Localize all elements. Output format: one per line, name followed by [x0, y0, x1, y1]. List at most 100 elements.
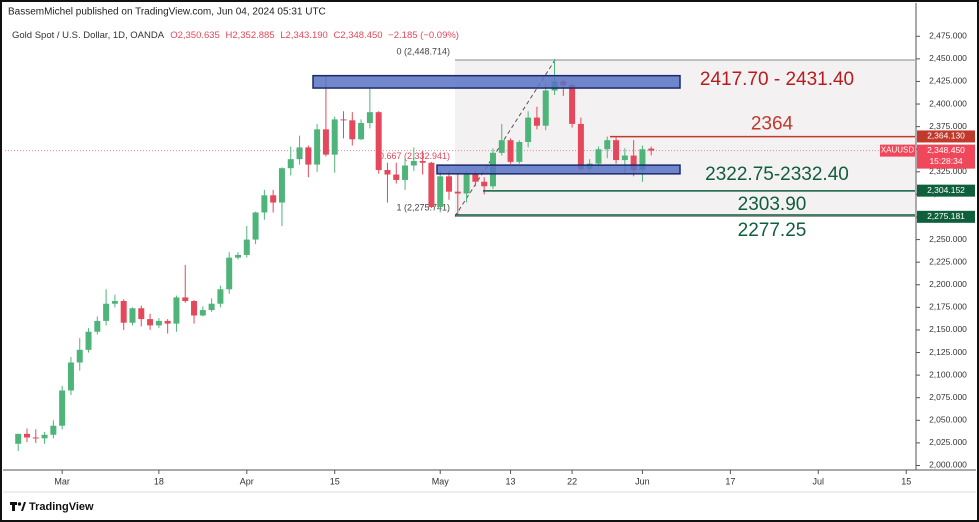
y-tick-label: 2,375.000 [929, 121, 967, 131]
candle-body [340, 119, 347, 121]
symbol: Gold Spot / U.S. Dollar, 1D, OANDA [12, 30, 165, 41]
y-tick-label: 2,425.000 [929, 76, 967, 86]
y-tick-label: 2,325.000 [929, 166, 967, 176]
y-tick-label: 2,200.000 [929, 279, 967, 289]
y-tick-label: 2,050.000 [929, 415, 967, 425]
y-tick-label: 2,125.000 [929, 347, 967, 357]
x-tick-label: 15 [901, 476, 911, 486]
logo-mark [17, 502, 22, 506]
candle-body [252, 212, 259, 240]
y-tick-label: 2,400.000 [929, 98, 967, 108]
x-tick-label: May [432, 476, 450, 486]
candle-body [243, 239, 250, 255]
candle-body [428, 162, 435, 208]
candle-body [305, 147, 312, 165]
candle-body [410, 160, 417, 166]
y-tick-label: 2,000.000 [929, 460, 967, 470]
candle-body [85, 331, 92, 350]
candle-body [349, 120, 356, 140]
footer-logo: TradingView [10, 501, 94, 513]
candle-body [402, 165, 409, 180]
symbol-tag-label: XAUUSD [881, 146, 915, 155]
candle-body [463, 173, 470, 194]
y-tick-label: 2,450.000 [929, 53, 967, 63]
candle-body [639, 149, 646, 170]
candle-body [32, 437, 39, 439]
candle-body [138, 308, 145, 320]
candle-body [569, 85, 576, 124]
candle-body [419, 160, 426, 163]
candle-body [525, 117, 532, 142]
candle-body [481, 181, 488, 187]
ohlc: C2,348.450 [333, 30, 382, 41]
candle-body [173, 297, 180, 324]
symbol-tag [880, 144, 915, 157]
ohlc: L2,343.190 [280, 30, 328, 41]
y-tick-label: 2,075.000 [929, 392, 967, 402]
zone [312, 74, 681, 89]
candle-body [147, 319, 154, 326]
countdown: 15:28:34 [929, 156, 962, 166]
x-tick-label: 13 [506, 476, 516, 486]
zone-label: 2417.70 - 2431.40 [700, 69, 854, 90]
candle-body [217, 289, 224, 304]
candle-body [498, 140, 505, 153]
candle-body [129, 308, 136, 323]
candle-body [613, 140, 620, 161]
price-tag [917, 144, 975, 169]
y-tick-label: 2,225.000 [929, 256, 967, 266]
candle-body [604, 140, 611, 150]
price-tag [917, 184, 975, 197]
candle-body [472, 173, 479, 182]
candle-body [454, 191, 461, 194]
x-tick-label: 22 [567, 476, 577, 486]
fib-label: 1 (2,275.741) [396, 203, 450, 213]
candle-body [446, 176, 453, 192]
brand: TradingView [29, 501, 94, 513]
price-tag [917, 130, 975, 143]
legend-line: Gold Spot / U.S. Dollar, 1D, OANDA O2,35… [12, 30, 459, 41]
candle-body [226, 257, 233, 290]
candle-body [621, 155, 628, 161]
price-tag [917, 210, 975, 223]
candle-body [50, 425, 57, 435]
logo-mark [12, 502, 15, 511]
price-tag-label: 2,275.181 [927, 211, 965, 221]
ohlc: O2,350.635 [170, 30, 220, 41]
candle-body [322, 129, 329, 155]
candle-body [314, 129, 321, 165]
logo-mark [21, 502, 26, 511]
candle-body [375, 112, 382, 170]
candle-body [120, 301, 127, 323]
candle-body [507, 140, 514, 162]
candle-body [103, 303, 110, 321]
x-tick-label: Apr [240, 476, 254, 486]
candle-body [155, 320, 162, 326]
candle-body [94, 320, 101, 332]
y-tick-label: 2,175.000 [929, 302, 967, 312]
candle-body [41, 434, 48, 439]
y-tick-label: 2,025.000 [929, 437, 967, 447]
candle-body [331, 119, 338, 155]
candle-body [76, 349, 83, 363]
candle-body [595, 149, 602, 164]
level-label: 2364 [751, 114, 794, 135]
candle-body [542, 90, 549, 126]
level-label: 2277.25 [738, 220, 807, 241]
ohlc: H2,352.885 [225, 30, 274, 41]
x-tick-label: 18 [154, 476, 164, 486]
candle-body [15, 433, 22, 444]
y-tick-label: 2,150.000 [929, 324, 967, 334]
candle-body [164, 320, 171, 324]
candle-body [278, 168, 285, 203]
candle-body [199, 310, 206, 316]
candle-body [208, 303, 215, 311]
fib-label: 0.667 (2,332.941) [379, 151, 450, 161]
x-tick-label: Jun [635, 476, 650, 486]
candle-body [533, 117, 540, 126]
candle-body [393, 174, 400, 180]
candle-body [23, 433, 30, 438]
candle-body [630, 155, 637, 170]
candle-body [577, 123, 584, 170]
